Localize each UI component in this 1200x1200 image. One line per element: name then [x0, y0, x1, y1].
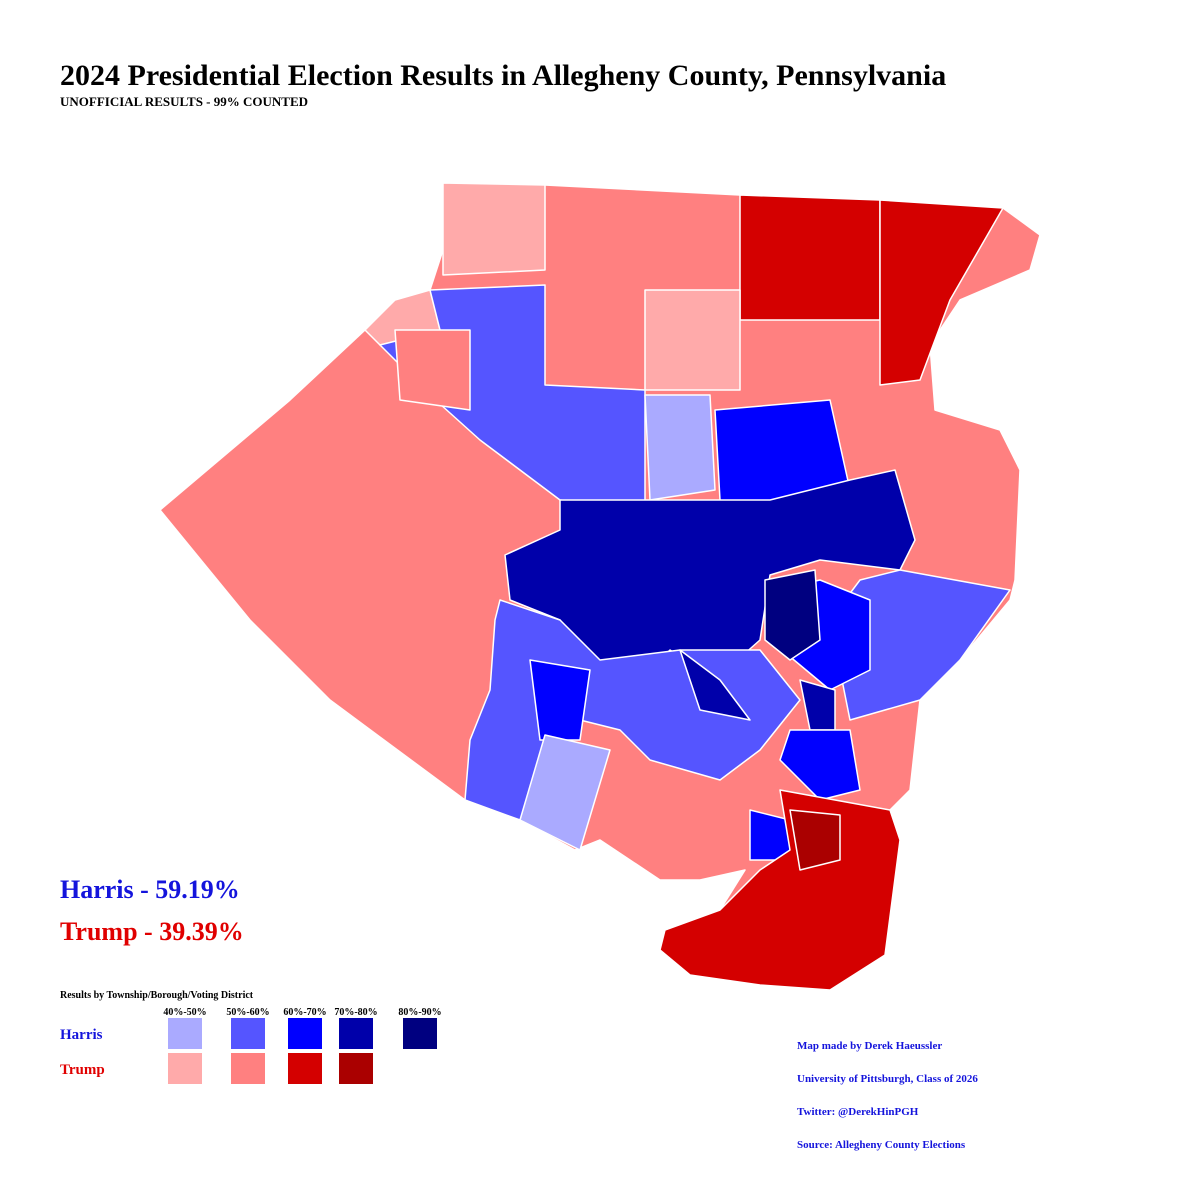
subtitle: UNOFFICIAL RESULTS - 99% COUNTED: [60, 94, 308, 109]
region: [779, 729, 861, 801]
credit: University of Pittsburgh, Class of 2026: [797, 1073, 978, 1085]
legend-range: 50%-60%: [226, 1007, 269, 1018]
region: [644, 289, 741, 391]
region: [879, 199, 1004, 386]
legend-swatch: [288, 1053, 322, 1084]
legend-swatch: [168, 1053, 202, 1084]
legend-swatch: [339, 1053, 373, 1084]
legend-swatch: [403, 1018, 437, 1049]
region: [519, 734, 611, 851]
region: [644, 394, 716, 501]
title: 2024 Presidential Election Results in Al…: [60, 59, 946, 92]
legend-swatch: [288, 1018, 322, 1049]
county-map: [159, 182, 1041, 991]
region: [394, 329, 471, 411]
credits: Map made by Derek Haeussler University of…: [797, 1040, 978, 1151]
legend-row-label: Harris: [60, 1027, 103, 1043]
region: [529, 659, 591, 741]
region: [442, 182, 546, 276]
legend-title: Results by Township/Borough/Voting Distr…: [60, 990, 254, 1001]
legend-range: 40%-50%: [163, 1007, 206, 1018]
legend: 40%-50% 50%-60% 60%-70% 70%-80% 80%-90% Harri…: [60, 1007, 442, 1084]
totals: Harris - 59.19% Trump - 39.39%: [60, 875, 244, 946]
region: [789, 809, 841, 871]
region: [679, 649, 751, 721]
credit: Source: Allegheny County Elections: [797, 1139, 966, 1151]
region: [829, 569, 1011, 721]
region: [764, 569, 821, 661]
legend-swatch: [231, 1018, 265, 1049]
legend-swatch: [339, 1018, 373, 1049]
legend-range: 60%-70%: [283, 1007, 326, 1018]
credit: Map made by Derek Haeussler: [797, 1040, 942, 1052]
legend-range: 70%-80%: [334, 1007, 377, 1018]
total-label: Harris - 59.19%: [60, 875, 240, 904]
credit: Twitter: @DerekHinPGH: [797, 1106, 919, 1118]
region: [739, 194, 881, 321]
legend-row-label: Trump: [60, 1062, 105, 1078]
legend-swatch: [231, 1053, 265, 1084]
region: [504, 469, 916, 681]
total-label: Trump - 39.39%: [60, 917, 244, 946]
legend-range: 80%-90%: [398, 1007, 441, 1018]
legend-swatch: [168, 1018, 202, 1049]
